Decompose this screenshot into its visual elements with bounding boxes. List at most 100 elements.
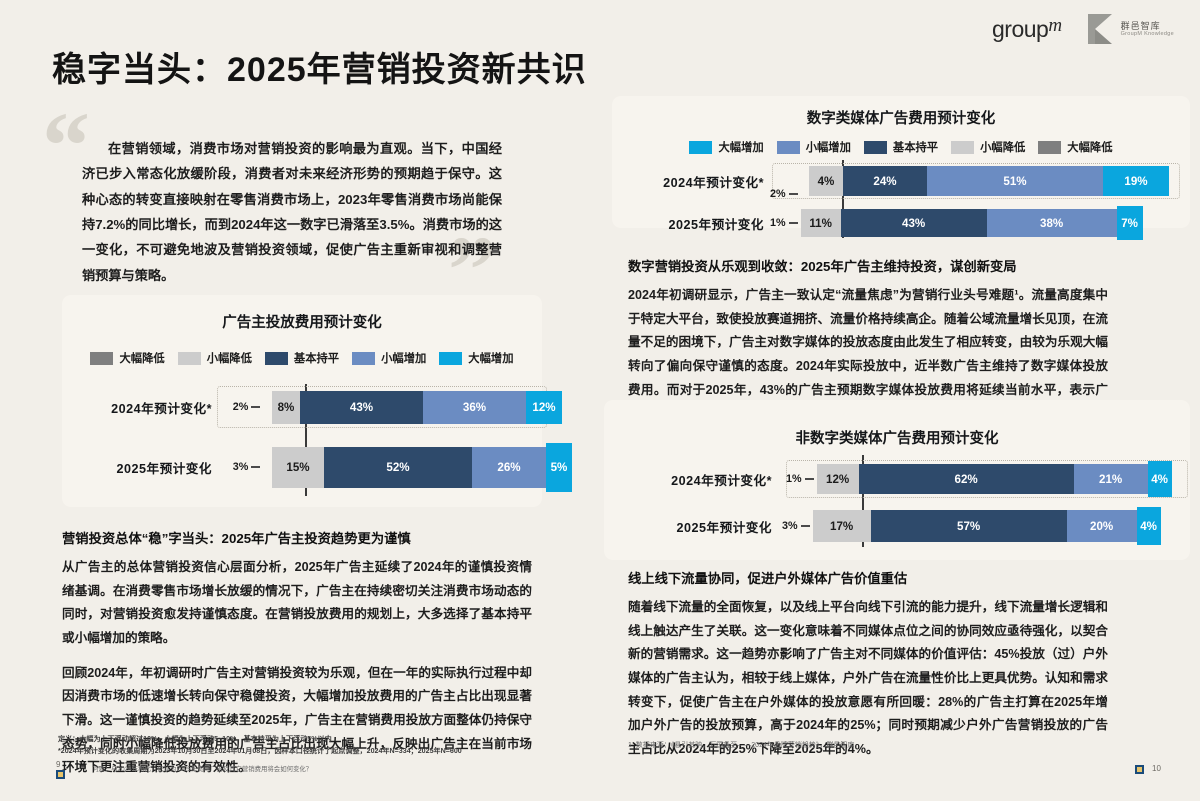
outdoor-section-heading: 线上线下流量协同，促进户外媒体广告价值重估 [628,571,908,586]
digital-chart-title: 数字类媒体广告费用预计变化 [806,111,996,127]
digital-row-label-2024: 2024年预计变化* [663,175,764,190]
leader-dash [788,222,798,224]
left-text-block: 营销投资总体“稳”字当头：2025年广告主投资趋势更为谨慎 从广告主的总体营销投… [62,528,532,780]
legend-item-big-increase: 大幅增加 [439,350,514,366]
digital-section-paragraph: 2024年初调研显示，广告主一致认定“流量焦虑”为营销行业头号难题¹。流量高度集… [628,288,1108,420]
intro-paragraph: 在营销领域，消费市场对营销投资的影响最为直观。当下，中国经济已步入常态化放缓阶段… [82,141,502,283]
legend-label-small-decrease: 小幅降低 [980,142,1026,154]
bar-seg-small-decrease-2025-digital: 11% [800,209,841,237]
legend-label-flat: 基本持平 [892,142,939,154]
bar-seg-small-increase-2024: 36% [423,390,526,424]
left-footnotes: 定义：大幅为上下浮动超过10%，小幅为上下浮动5~10%，基本持平为上下浮动5%… [58,733,558,775]
nondigital-2024-bars: 12% 62% 21% 4% [816,461,1172,497]
digital-chart-plot: 2024年预计变化* 2% 4% 24% 51% 19% 2025年预计变化 1… [612,160,1190,245]
leader-dash [800,525,810,527]
legend-item-big-decrease: 大幅降低 [1038,139,1113,155]
legend-swatch-flat [863,140,887,154]
bar-seg-small-increase-2025: 26% [472,446,546,488]
left-chart-zero-axis [305,384,307,496]
digital-2024-bars: 4% 24% 51% 19% [809,166,1169,196]
nondigital-row-2024-highlight [786,460,1188,498]
bar-seg-big-increase-2025: 5% [546,442,572,492]
legend-swatch-small-decrease [951,140,975,154]
leader-dash [251,406,261,408]
legend-swatch-big-increase [689,140,713,154]
nondigital-2025-bars: 17% 57% 20% 4% [812,507,1161,545]
legend-item-flat: 基本持平 [264,350,340,366]
bar-seg-small-decrease-2025-nondigital: 17% [812,510,871,542]
legend-label-small-increase: 小幅增加 [805,142,851,154]
value-big-decrease-2024-nondigital: 1% [786,473,802,485]
table-row: 2024年预计变化* 2% 4% 24% 51% 19% [612,166,1169,200]
bar-seg-small-decrease-2025: 15% [272,446,324,488]
digital-row-2024-highlight [772,163,1180,199]
legend-label-flat: 基本持平 [293,353,340,365]
left-chart-title: 广告主投放费用预计变化 [222,315,382,331]
bar-seg-small-increase-2024-digital: 51% [927,166,1103,196]
nondigital-chart-zero-axis [862,455,864,547]
bar-seg-small-increase-2024-nondigital: 21% [1073,464,1148,494]
legend-swatch-big-decrease [1038,140,1062,154]
page-title: 稳字当头：2025年营销投资新共识 [52,51,587,89]
value-big-decrease-2025-digital: 1% [770,217,786,229]
legend-swatch-small-increase [352,351,376,365]
left-chart-legend: 大幅降低 小幅降低 基本持平 小幅增加 大幅增加 [62,350,542,366]
bar-seg-flat-2025: 52% [324,446,472,488]
digital-chart-zero-axis [842,160,844,238]
outdoor-section-paragraph: 随着线下流量的全面恢复，以及线上平台向线下引流的能力提升，线下流量增长逻辑和线上… [628,600,1108,757]
legend-swatch-big-increase [439,351,463,365]
table-row: 2025年预计变化 1% 11% 43% 38% 7% [612,206,1143,240]
left-section-paragraph-1: 从广告主的总体营销投资信心层面分析，2025年广告主延续了2024年的谨慎投资情… [62,560,532,646]
digital-2024-big-decrease-value: 2% [770,188,801,200]
header-logos: groupm 群邑智库 GroupM Knowledge [992,14,1174,44]
row-2024-bars: 8% 43% 36% 12% [272,390,562,424]
k-mark-icon [1087,14,1114,44]
legend-item-big-decrease: 大幅降低 [90,350,165,366]
nondigital-chart-title: 非数字类媒体广告费用预计变化 [795,431,999,447]
bar-seg-flat-2025-digital: 43% [840,209,987,237]
value-big-decrease-2024-digital: 2% [770,188,786,200]
page-number-right: 10 [1152,764,1161,773]
table-row: 2024年预计变化* 2% 8% 43% 36% 12% [62,390,562,424]
nondigital-row-label-2025: 2025年预计变化 [676,520,772,535]
left-section-paragraph-2: 回顾2024年，年初调研时广告主对营销投资较为乐观，但在一年的实际执行过程中却因… [62,665,532,775]
row-2024-big-decrease-value: 2% [222,401,274,413]
bar-seg-big-increase-2025-nondigital: 4% [1136,507,1161,545]
legend-label-big-increase: 大幅增加 [718,142,764,154]
corner-mark-right-icon [1135,765,1144,774]
nondigital-2024-big-decrease-value: 1% [786,473,817,485]
groupm-logo-m: m [1048,14,1062,36]
legend-swatch-flat [264,351,288,365]
left-chart-card: 广告主投放费用预计变化 大幅降低 小幅降低 基本持平 小幅增加 大幅增加 202… [62,295,572,507]
right-bottom-text-block: 线上线下流量协同，促进户外媒体广告价值重估 随着线下流量的全面恢复，以及线上平台… [628,568,1108,762]
legend-swatch-small-decrease [177,351,201,365]
row-label-2025: 2025年预计变化 [116,461,212,476]
digital-row-label-2025: 2025年预计变化 [668,217,764,232]
groupm-logo: groupm [992,14,1062,43]
bar-seg-big-increase-2024-digital: 19% [1103,166,1169,196]
bar-seg-flat-2024: 43% [300,390,423,424]
legend-label-small-decrease: 小幅降低 [206,353,252,365]
value-big-decrease-2024: 2% [232,401,249,413]
footnote-methodology: *2024年预计变化的收集周期为2023年10月30日至2024年01月08日，… [58,747,462,756]
corner-mark-left-icon [56,770,65,779]
leader-dash [788,193,798,195]
table-row: 2025年预计变化 3% 15% 52% 26% 5% [62,442,572,492]
right-top-chart-card: 数字类媒体广告费用预计变化 大幅增加 小幅增加 基本持平 小幅降低 大幅降低 [612,96,1190,228]
bar-seg-small-decrease-2024-nondigital: 12% [816,464,859,494]
right-footnote-source: 1. 数据来源：《悬引其呐，万国备至——2024年品牌营销趋势》，群邑智库 [628,742,855,749]
leader-dash [804,478,814,480]
bar-seg-small-increase-2025-digital: 38% [986,209,1117,237]
row-2025-bars: 15% 52% 26% 5% [272,442,572,492]
nondigital-2025-big-decrease-value: 3% [782,520,813,532]
legend-label-big-increase: 大幅增加 [468,353,514,365]
knowledge-logo-en: GroupM Knowledge [1120,31,1174,38]
bar-seg-big-increase-2024: 12% [526,390,562,424]
page-number-left: 9 [56,760,61,769]
legend-item-small-increase: 小幅增加 [352,350,426,366]
bar-seg-flat-2024-nondigital: 62% [858,464,1074,494]
row-label-2024: 2024年预计变化* [111,401,212,416]
legend-swatch-big-decrease [90,351,114,365]
legend-item-small-increase: 小幅增加 [776,139,851,155]
nondigital-chart-plot: 2024年预计变化* 1% 12% 62% 21% 4% 2025年预计变化 3… [620,455,1198,555]
